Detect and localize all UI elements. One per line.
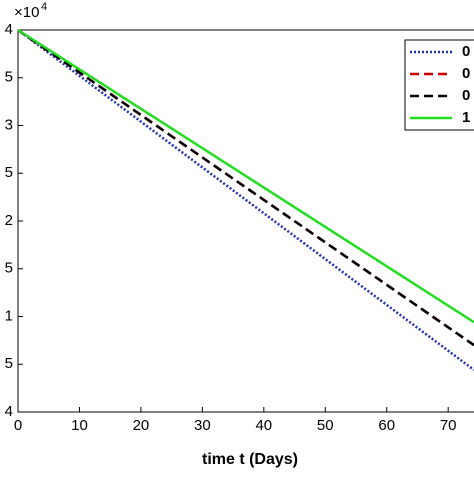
y-exponent-power: 4 xyxy=(41,1,47,13)
y-tick-label: 4 xyxy=(5,21,13,38)
x-tick-label: 70 xyxy=(440,417,457,434)
x-tick-label: 10 xyxy=(71,417,88,434)
legend-label: 0 xyxy=(462,43,470,60)
y-exponent: ×10 xyxy=(14,4,39,21)
y-tick-label: 4 xyxy=(5,403,13,420)
legend-label: 0 xyxy=(462,65,470,82)
x-tick-label: 30 xyxy=(194,417,211,434)
legend-label: 0 xyxy=(462,87,470,104)
legend-label: 1 xyxy=(462,109,470,126)
x-tick-label: 40 xyxy=(255,417,272,434)
y-tick-label: 1 xyxy=(5,307,13,324)
y-tick-label: 5 xyxy=(5,355,13,372)
x-tick-label: 0 xyxy=(14,417,22,434)
y-tick-label: 2 xyxy=(5,212,13,229)
y-tick-label: 5 xyxy=(5,69,13,86)
series-line xyxy=(17,28,474,347)
x-tick-label: 60 xyxy=(378,417,395,434)
y-tick-label: 3 xyxy=(5,116,13,133)
x-axis-label: time t (Days) xyxy=(202,451,298,468)
y-tick-label: 5 xyxy=(5,164,13,181)
series-line xyxy=(17,28,474,371)
x-tick-label: 20 xyxy=(133,417,150,434)
series-line xyxy=(17,28,474,324)
y-tick-label: 5 xyxy=(5,260,13,277)
legend-box xyxy=(404,39,474,131)
x-tick-label: 50 xyxy=(317,417,334,434)
axes-box xyxy=(17,29,474,413)
